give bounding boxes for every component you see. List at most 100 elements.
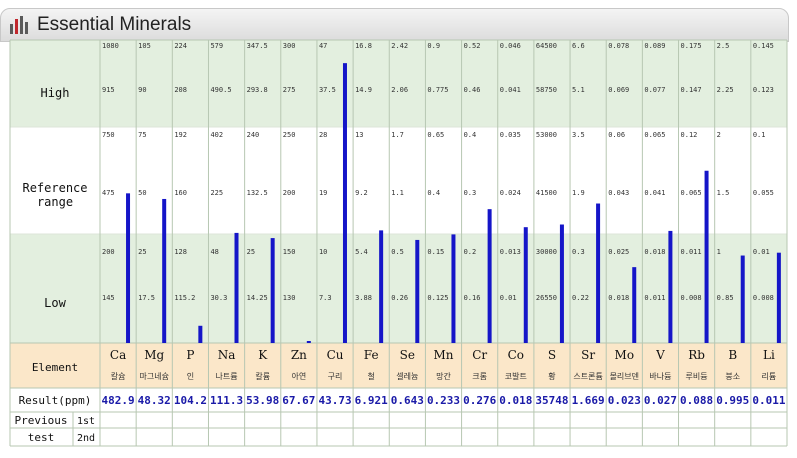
tick-label: 300 [283,42,296,50]
result-value-Co: 0.018 [499,394,532,407]
tick-label: 1.7 [391,131,404,139]
tick-label: 47 [319,42,327,50]
tick-label: 0.65 [427,131,444,139]
title-bar: Essential Minerals [0,8,789,42]
element-name-P: 인 [187,371,194,381]
tick-label: 0.46 [464,86,481,94]
tick-label: 402 [210,131,223,139]
row-label-element: Element [32,361,78,374]
tick-label: 41500 [536,189,557,197]
tick-label: 0.077 [644,86,665,94]
bar-Mo [632,267,637,343]
tick-label: 7.3 [319,294,332,302]
tick-label: 17.5 [138,294,155,302]
tick-label: 160 [174,189,187,197]
tick-label: 200 [283,189,296,197]
row-label-1st: 1st [77,416,95,427]
tick-label: 0.089 [644,42,665,50]
tick-label: 16.8 [355,42,372,50]
tick-label: 0.52 [464,42,481,50]
tick-label: 0.018 [644,248,665,256]
zone-label-high: High [41,86,70,100]
result-value-Cr: 0.276 [463,394,496,407]
tick-label: 0.078 [608,42,629,50]
tick-label: 14.25 [247,294,268,302]
tick-label: 19 [319,189,327,197]
reference-zone-band [10,127,787,234]
bar-Sr [596,203,601,343]
tick-label: 130 [283,294,296,302]
element-name-Mn: 망간 [436,371,451,381]
tick-label: 0.145 [753,42,774,50]
element-symbol-Co: Co [508,348,524,362]
tick-label: 240 [247,131,260,139]
result-value-Rb: 0.088 [680,394,713,407]
tick-label: 0.041 [500,86,521,94]
tick-label: 132.5 [247,189,268,197]
tick-label: 3.88 [355,294,372,302]
element-symbol-P: P [186,348,194,362]
tick-label: 0.22 [572,294,589,302]
result-value-Mo: 0.023 [608,394,641,407]
element-name-Cu: 구리 [328,372,343,381]
bar-Cu [342,63,347,343]
tick-label: 208 [174,86,187,94]
result-value-Na: 111.3 [210,394,243,407]
tick-label: 30000 [536,248,557,256]
high-zone-band [10,40,787,127]
tick-label: 0.008 [681,294,702,302]
row-label-2nd: 2nd [77,433,95,444]
zone-label-low: Low [44,296,66,310]
tick-label: 2 [717,131,721,139]
bar-Mn [451,234,456,343]
tick-label: 0.055 [753,189,774,197]
tick-label: 90 [138,86,146,94]
tick-label: 25 [138,248,146,256]
tick-label: 1.9 [572,189,585,197]
element-symbol-Cu: Cu [327,348,344,362]
tick-label: 14.9 [355,86,372,94]
element-symbol-Na: Na [218,348,236,362]
tick-label: 0.013 [500,248,521,256]
tick-label: 50 [138,189,146,197]
element-name-K: 칼륨 [255,372,270,381]
result-value-Fe: 6.921 [355,394,388,407]
row-label-result: Result(ppm) [19,394,92,407]
tick-label: 0.035 [500,131,521,139]
tick-label: 5.4 [355,248,368,256]
element-name-Se: 셀레늄 [396,371,418,381]
element-symbol-Mn: Mn [433,348,453,362]
tick-label: 53000 [536,131,557,139]
element-symbol-Fe: Fe [364,348,379,362]
zone-label-reference: Reference [22,181,87,195]
tick-label: 0.043 [608,189,629,197]
tick-label: 0.147 [681,86,702,94]
tick-label: 0.5 [391,248,404,256]
tick-label: 25 [247,248,255,256]
element-name-V: 바나듐 [649,371,671,381]
result-value-Ca: 482.9 [102,394,135,407]
element-name-Mo: 몰리브덴 [610,372,639,381]
tick-label: 0.125 [427,294,448,302]
element-name-Zn: 아연 [292,371,307,381]
tick-label: 48 [210,248,218,256]
tick-label: 490.5 [210,86,231,94]
tick-label: 2.42 [391,42,408,50]
zone-label-reference: range [37,195,73,209]
tick-label: 145 [102,294,115,302]
tick-label: 3.5 [572,131,585,139]
element-symbol-Se: Se [400,348,415,362]
result-value-Sr: 1.669 [572,394,605,407]
result-value-Mn: 0.233 [427,394,460,407]
result-value-Li: 0.011 [752,394,785,407]
tick-label: 2.06 [391,86,408,94]
bar-Mg [162,198,167,343]
tick-label: 1 [717,248,721,256]
tick-label: 0.4 [464,131,477,139]
tick-label: 475 [102,189,115,197]
element-symbol-Mo: Mo [615,348,635,362]
bar-S [559,224,564,343]
tick-label: 915 [102,86,115,94]
tick-label: 0.041 [644,189,665,197]
